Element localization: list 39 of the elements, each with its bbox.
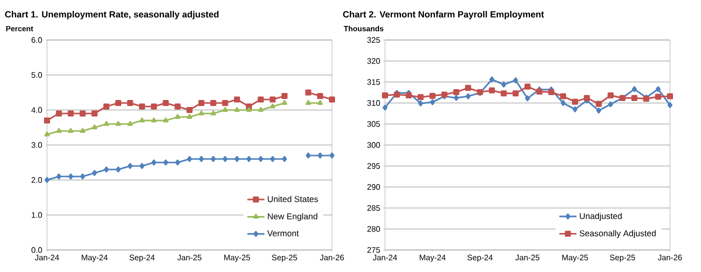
y-tick-label: 320: [367, 58, 380, 64]
x-tick-label: May-25: [562, 254, 588, 262]
x-tick-label: Jan-24: [372, 254, 397, 260]
y-tick-label: 290: [367, 184, 380, 190]
y-tick-label: 6.0: [32, 37, 42, 43]
x-tick-label: Sep-24: [129, 254, 155, 262]
legend-label: Unadjusted: [580, 212, 622, 221]
legend-label: United States: [268, 196, 318, 202]
y-tick-label: 285: [367, 205, 380, 211]
x-tick-label: Jan-24: [34, 254, 60, 260]
legend-label: Vermont: [267, 230, 299, 236]
y-tick-label: 300: [367, 142, 380, 148]
x-tick-label: Jan-25: [177, 254, 202, 260]
x-tick-label: Jan-25: [515, 254, 540, 260]
x-tick-label: Sep-25: [610, 254, 636, 262]
y-tick-label: 310: [367, 100, 380, 106]
y-tick-label: 5.0: [32, 72, 42, 78]
y-tick-label: 305: [367, 121, 380, 127]
x-tick-label: May-24: [420, 254, 446, 262]
y-tick-label: 275: [367, 247, 380, 253]
chart-title: Chart 1. Unemployment Rate, seasonally adjusted: [5, 10, 218, 20]
x-tick-label: May-24: [82, 254, 108, 262]
y-tick-label: 315: [367, 79, 380, 85]
x-tick-label: Sep-25: [272, 254, 298, 262]
y-tick-label: 325: [367, 37, 380, 43]
y-tick-label: 3.0: [31, 142, 42, 148]
x-tick-label: May-25: [224, 254, 250, 262]
x-tick-label: Jan-26: [658, 254, 682, 260]
y-tick-label: 0.0: [32, 247, 42, 253]
legend-label: New England: [268, 213, 318, 222]
y-tick-label: 2.0: [32, 177, 42, 183]
chart-title: Chart 2. Vermont Nonfarm Payroll Employment: [343, 10, 544, 20]
y-tick-label: 1.0: [32, 212, 42, 218]
y-tick-label: 295: [367, 163, 380, 169]
x-tick-label: Sep-24: [467, 254, 493, 262]
y-tick-label: 4.0: [31, 107, 42, 113]
x-tick-label: Jan-26: [320, 254, 344, 260]
y-tick-label: 280: [367, 226, 380, 232]
legend-label: Seasonally Adjusted: [580, 230, 656, 238]
